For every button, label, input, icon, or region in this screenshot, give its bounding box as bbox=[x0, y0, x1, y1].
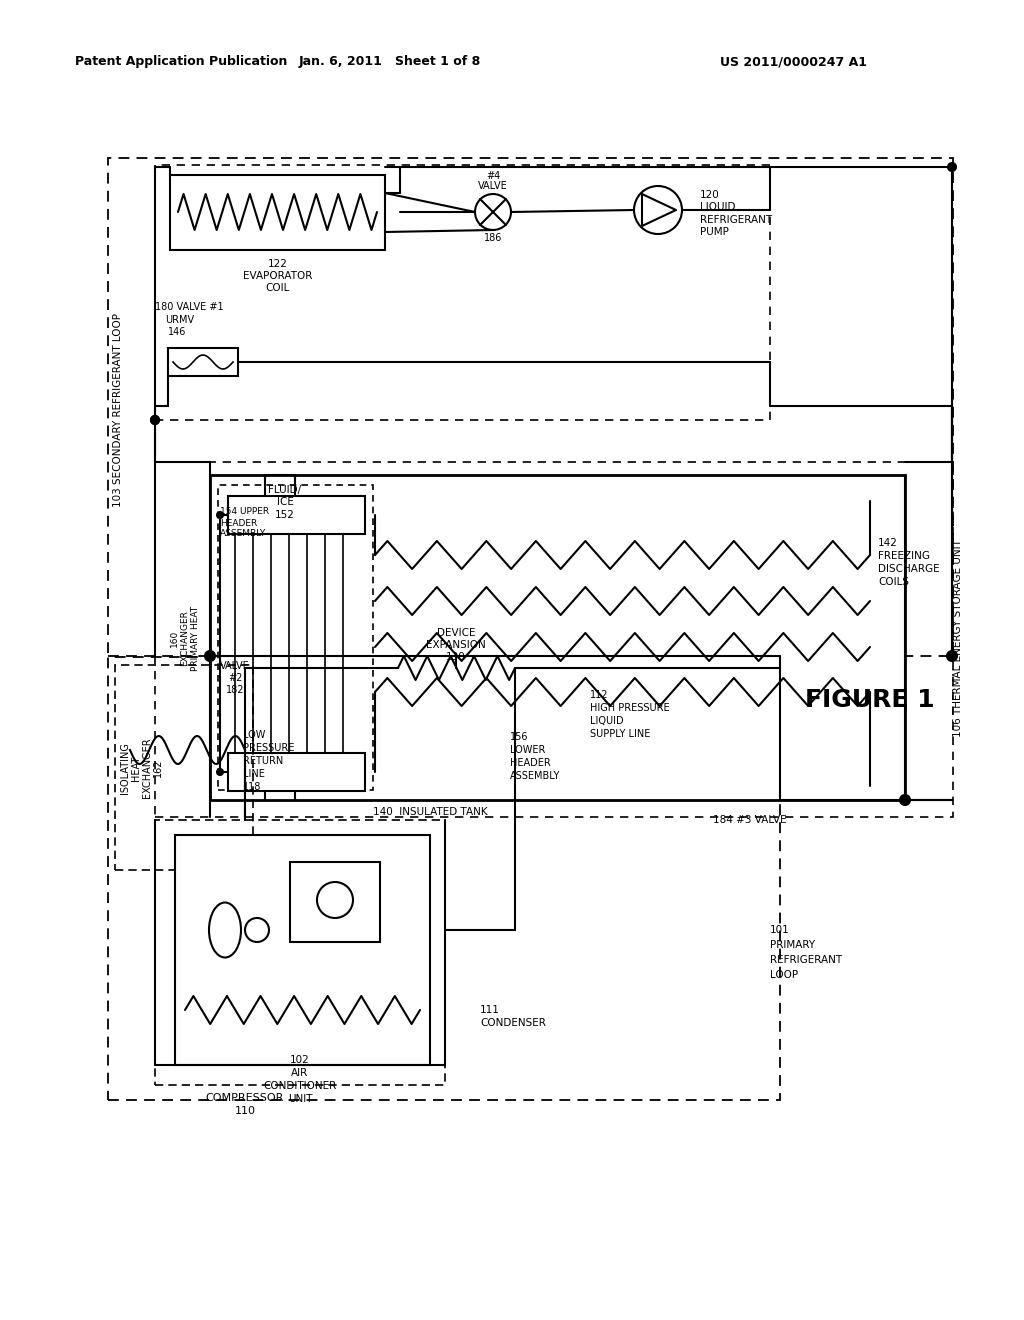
Bar bbox=[228, 496, 365, 535]
Text: PRIMARY HEAT: PRIMARY HEAT bbox=[191, 606, 201, 671]
Bar bbox=[290, 862, 380, 942]
Text: PRESSURE: PRESSURE bbox=[243, 743, 294, 752]
Text: 160: 160 bbox=[170, 630, 178, 647]
Text: LOWER: LOWER bbox=[510, 744, 546, 755]
Text: 130: 130 bbox=[446, 652, 466, 663]
Text: LOW: LOW bbox=[243, 730, 265, 741]
Text: 142: 142 bbox=[878, 539, 898, 548]
Circle shape bbox=[217, 512, 223, 517]
Bar bbox=[175, 836, 430, 1065]
Text: EXCHANGER: EXCHANGER bbox=[142, 738, 152, 799]
Text: AIR: AIR bbox=[292, 1068, 308, 1078]
Bar bbox=[108, 158, 953, 656]
Text: COIL: COIL bbox=[266, 282, 290, 293]
Text: 186: 186 bbox=[483, 234, 502, 243]
Text: US 2011/0000247 A1: US 2011/0000247 A1 bbox=[720, 55, 867, 69]
Bar bbox=[218, 484, 373, 789]
Text: FREEZING: FREEZING bbox=[878, 550, 930, 561]
Text: 118: 118 bbox=[243, 781, 261, 792]
Bar bbox=[168, 348, 238, 376]
Text: 162: 162 bbox=[153, 759, 163, 777]
Circle shape bbox=[217, 770, 223, 775]
Text: 112: 112 bbox=[590, 690, 608, 700]
Circle shape bbox=[205, 651, 215, 661]
Text: 111: 111 bbox=[480, 1005, 500, 1015]
Text: COMPRESSOR: COMPRESSOR bbox=[206, 1093, 285, 1104]
Text: HIGH PRESSURE: HIGH PRESSURE bbox=[590, 704, 670, 713]
Text: 156: 156 bbox=[510, 733, 528, 742]
Text: ASSEMBLY: ASSEMBLY bbox=[220, 529, 266, 539]
Text: VALVE: VALVE bbox=[478, 181, 508, 191]
Polygon shape bbox=[642, 194, 676, 226]
Text: FIGURE 1: FIGURE 1 bbox=[805, 688, 935, 711]
Text: DISCHARGE: DISCHARGE bbox=[878, 564, 940, 574]
Text: 182: 182 bbox=[225, 685, 245, 696]
Text: EXPANSION: EXPANSION bbox=[426, 640, 485, 649]
Circle shape bbox=[947, 651, 957, 661]
Text: REFRIGERANT: REFRIGERANT bbox=[700, 215, 772, 224]
Text: ICE: ICE bbox=[276, 498, 294, 507]
Text: COILS: COILS bbox=[878, 577, 909, 587]
Circle shape bbox=[634, 186, 682, 234]
Circle shape bbox=[948, 162, 956, 172]
Text: 106 THERMAL ENERGY STORAGE UNIT: 106 THERMAL ENERGY STORAGE UNIT bbox=[953, 539, 963, 737]
Text: SUPPLY LINE: SUPPLY LINE bbox=[590, 729, 650, 739]
Text: URMV: URMV bbox=[165, 315, 195, 325]
Text: CONDITIONER: CONDITIONER bbox=[263, 1081, 337, 1092]
Bar bbox=[210, 475, 905, 800]
Text: 154 UPPER: 154 UPPER bbox=[220, 507, 269, 516]
Text: PRIMARY: PRIMARY bbox=[770, 940, 815, 950]
Text: FLUID/: FLUID/ bbox=[268, 484, 301, 495]
Bar bbox=[155, 820, 445, 1085]
Text: 184 #3 VALVE: 184 #3 VALVE bbox=[713, 814, 786, 825]
Bar bbox=[115, 665, 253, 870]
Text: 122: 122 bbox=[268, 259, 288, 269]
Bar bbox=[155, 462, 953, 817]
Text: EVAPORATOR: EVAPORATOR bbox=[244, 271, 312, 281]
Circle shape bbox=[900, 795, 910, 805]
Text: Jan. 6, 2011   Sheet 1 of 8: Jan. 6, 2011 Sheet 1 of 8 bbox=[299, 55, 481, 69]
Bar bbox=[155, 165, 770, 420]
Text: 102: 102 bbox=[290, 1055, 310, 1065]
Bar bbox=[170, 176, 385, 249]
Text: CONDENSER: CONDENSER bbox=[480, 1018, 546, 1028]
Text: ISOLATING: ISOLATING bbox=[120, 742, 130, 793]
Text: ASSEMBLY: ASSEMBLY bbox=[510, 771, 560, 781]
Bar bbox=[108, 657, 780, 1100]
Text: HEADER: HEADER bbox=[510, 758, 551, 768]
Text: DEVICE: DEVICE bbox=[437, 628, 475, 638]
Text: 152: 152 bbox=[275, 510, 295, 520]
Text: LIQUID: LIQUID bbox=[700, 202, 735, 213]
Text: 146: 146 bbox=[168, 327, 186, 337]
Text: 101: 101 bbox=[770, 925, 790, 935]
Text: 110: 110 bbox=[234, 1106, 256, 1115]
Text: RETURN: RETURN bbox=[243, 756, 284, 766]
Text: LIQUID: LIQUID bbox=[590, 715, 624, 726]
Text: PUMP: PUMP bbox=[700, 227, 729, 238]
Text: 103 SECONDARY REFRIGERANT LOOP: 103 SECONDARY REFRIGERANT LOOP bbox=[113, 313, 123, 507]
Text: 120: 120 bbox=[700, 190, 720, 201]
Text: EXCHANGER: EXCHANGER bbox=[180, 610, 189, 665]
Text: UNIT: UNIT bbox=[288, 1094, 312, 1104]
Text: Patent Application Publication: Patent Application Publication bbox=[75, 55, 288, 69]
Text: 180 VALVE #1: 180 VALVE #1 bbox=[155, 302, 223, 312]
Text: 140  INSULATED TANK: 140 INSULATED TANK bbox=[373, 807, 487, 817]
Text: REFRIGERANT: REFRIGERANT bbox=[770, 954, 842, 965]
Circle shape bbox=[151, 416, 159, 424]
Bar bbox=[228, 752, 365, 791]
Circle shape bbox=[317, 882, 353, 917]
Text: HEAT: HEAT bbox=[131, 755, 141, 780]
Circle shape bbox=[245, 917, 269, 942]
Text: LINE: LINE bbox=[243, 770, 265, 779]
Text: HEADER: HEADER bbox=[220, 519, 257, 528]
Text: #4: #4 bbox=[485, 172, 500, 181]
Text: VALVE: VALVE bbox=[220, 661, 250, 671]
Text: LOOP: LOOP bbox=[770, 970, 798, 979]
Circle shape bbox=[151, 416, 159, 424]
Text: #2: #2 bbox=[227, 673, 243, 682]
